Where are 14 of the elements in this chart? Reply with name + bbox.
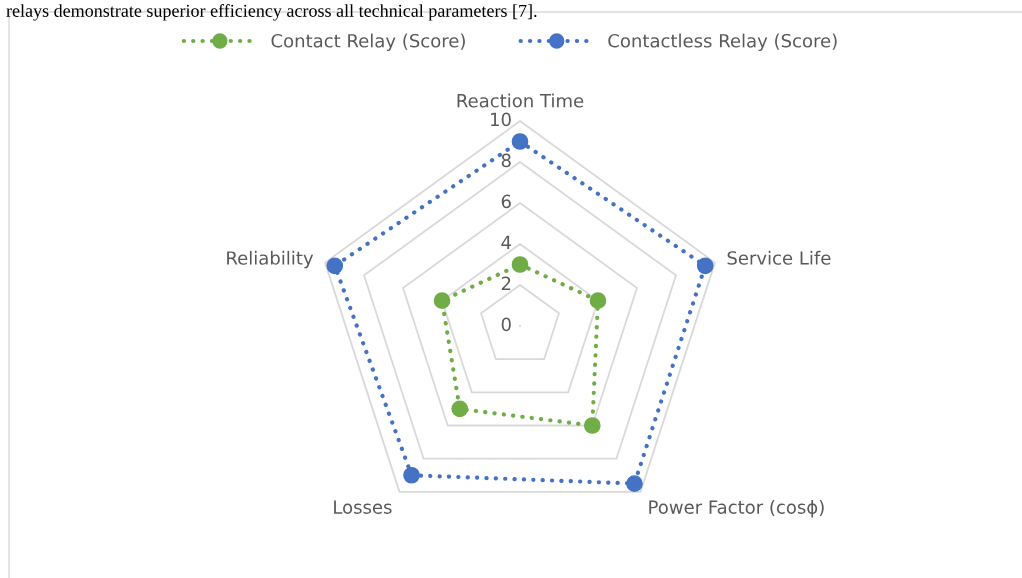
legend-label: Contactless Relay (Score) <box>608 33 837 52</box>
text: relays demonstrate superior efficiency across all technical parameters [7]. <box>6 4 537 21</box>
y-tick-label: 2 <box>501 276 511 290</box>
y-tick-label: 8 <box>501 153 511 168</box>
y-tick-label: 0 <box>501 317 511 332</box>
y-tick-label: 4 <box>501 235 511 249</box>
spoke-label: Service Life <box>727 250 831 265</box>
spoke-label: Losses <box>334 500 392 514</box>
spoke-label: Reaction Time <box>457 93 584 108</box>
y-tick-label: 10 <box>491 112 511 127</box>
legend-label: Contact Relay (Score) <box>271 33 465 52</box>
y-tick-label: 6 <box>501 194 511 209</box>
spoke-label: Reliability <box>227 250 314 269</box>
spoke-label: Power Factor (cosϕ) <box>649 499 824 518</box>
